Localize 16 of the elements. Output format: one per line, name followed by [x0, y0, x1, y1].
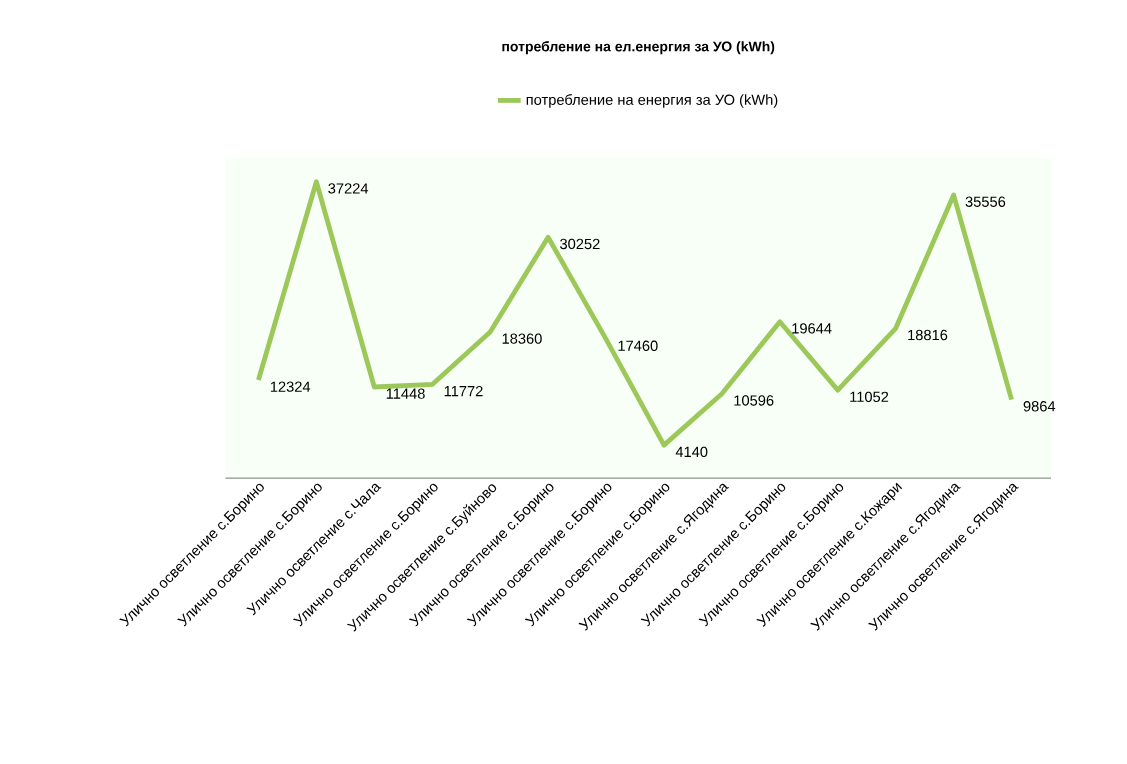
data-label: 18360 [502, 333, 542, 344]
data-label: 37224 [328, 183, 369, 194]
chart-title: потребление на ел.енергия за УО (kWh) [502, 40, 775, 55]
data-label: 11052 [850, 391, 889, 402]
data-label: 4140 [675, 446, 708, 457]
data-label: 18816 [908, 329, 948, 341]
data-label: 11772 [444, 385, 483, 397]
data-label: 30252 [560, 238, 600, 250]
data-label: 11448 [386, 388, 425, 399]
data-label: 17460 [618, 340, 658, 351]
data-label: 12324 [270, 381, 311, 392]
data-label: 10596 [734, 395, 774, 406]
data-label: 35556 [965, 196, 1006, 207]
data-label: 19644 [792, 323, 832, 334]
legend-label: потребление на енергия за УО (kWh) [526, 93, 778, 108]
data-label: 9864 [1023, 400, 1056, 412]
